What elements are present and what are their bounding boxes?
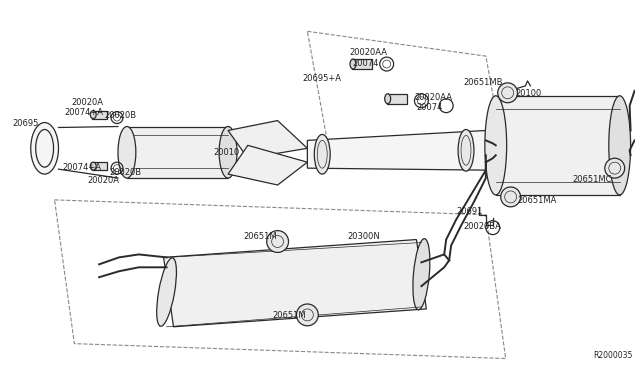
- Circle shape: [500, 187, 520, 207]
- Polygon shape: [387, 94, 406, 104]
- Polygon shape: [496, 96, 620, 195]
- Circle shape: [296, 304, 318, 326]
- Ellipse shape: [413, 239, 430, 310]
- Text: 20020B: 20020B: [109, 168, 141, 177]
- Polygon shape: [352, 59, 372, 69]
- Text: 20691: 20691: [456, 207, 483, 216]
- Text: 20651M: 20651M: [273, 311, 307, 320]
- Circle shape: [605, 158, 625, 178]
- Ellipse shape: [458, 129, 474, 171]
- Ellipse shape: [350, 59, 356, 69]
- Ellipse shape: [485, 96, 507, 195]
- Ellipse shape: [90, 110, 96, 119]
- Circle shape: [498, 83, 518, 103]
- Polygon shape: [164, 240, 426, 327]
- Ellipse shape: [219, 126, 237, 178]
- Text: 20651MC: 20651MC: [572, 175, 612, 184]
- Ellipse shape: [609, 96, 630, 195]
- Text: 20651MB: 20651MB: [463, 78, 502, 87]
- Polygon shape: [127, 126, 228, 178]
- Text: 20074+A: 20074+A: [65, 108, 104, 117]
- Ellipse shape: [157, 258, 177, 326]
- Text: 20300N: 20300N: [347, 232, 380, 241]
- Polygon shape: [92, 110, 107, 119]
- Polygon shape: [228, 121, 307, 158]
- Text: 20020A: 20020A: [87, 176, 119, 185]
- Text: 20074+A: 20074+A: [63, 163, 102, 172]
- Text: 20010: 20010: [213, 148, 239, 157]
- Text: 20020BA: 20020BA: [463, 222, 501, 231]
- Ellipse shape: [314, 134, 330, 174]
- Ellipse shape: [118, 126, 136, 178]
- Text: 20695+A: 20695+A: [303, 74, 341, 83]
- Text: 20651MA: 20651MA: [518, 196, 557, 205]
- Text: 20020AA: 20020AA: [349, 48, 387, 57]
- Text: 20651M: 20651M: [243, 232, 276, 241]
- Text: 20074: 20074: [417, 103, 443, 112]
- Polygon shape: [228, 145, 307, 185]
- Text: 20020A: 20020A: [72, 98, 104, 107]
- Polygon shape: [92, 162, 107, 170]
- Circle shape: [267, 231, 289, 253]
- Ellipse shape: [385, 94, 390, 104]
- Ellipse shape: [31, 122, 58, 174]
- Text: 20695: 20695: [12, 119, 38, 128]
- Text: 20020AA: 20020AA: [415, 93, 452, 102]
- Text: 20100: 20100: [516, 89, 542, 98]
- Ellipse shape: [90, 162, 96, 170]
- Text: 20074: 20074: [352, 59, 378, 68]
- Polygon shape: [307, 131, 486, 170]
- Text: R2000035: R2000035: [593, 350, 632, 360]
- Text: 20020B: 20020B: [104, 110, 136, 120]
